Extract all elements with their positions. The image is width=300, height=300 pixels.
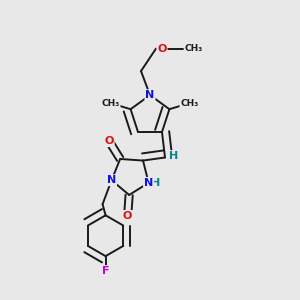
Text: CH₃: CH₃ [101,99,120,108]
Text: CH₃: CH₃ [184,44,202,53]
Text: N: N [146,90,154,100]
Text: F: F [102,266,109,276]
Text: O: O [123,211,132,221]
Text: H: H [169,151,178,161]
Text: O: O [157,44,167,54]
Text: H: H [152,178,161,188]
Text: CH₃: CH₃ [180,99,199,108]
Text: O: O [104,136,114,146]
Text: N: N [107,175,116,185]
Text: N: N [144,178,153,188]
